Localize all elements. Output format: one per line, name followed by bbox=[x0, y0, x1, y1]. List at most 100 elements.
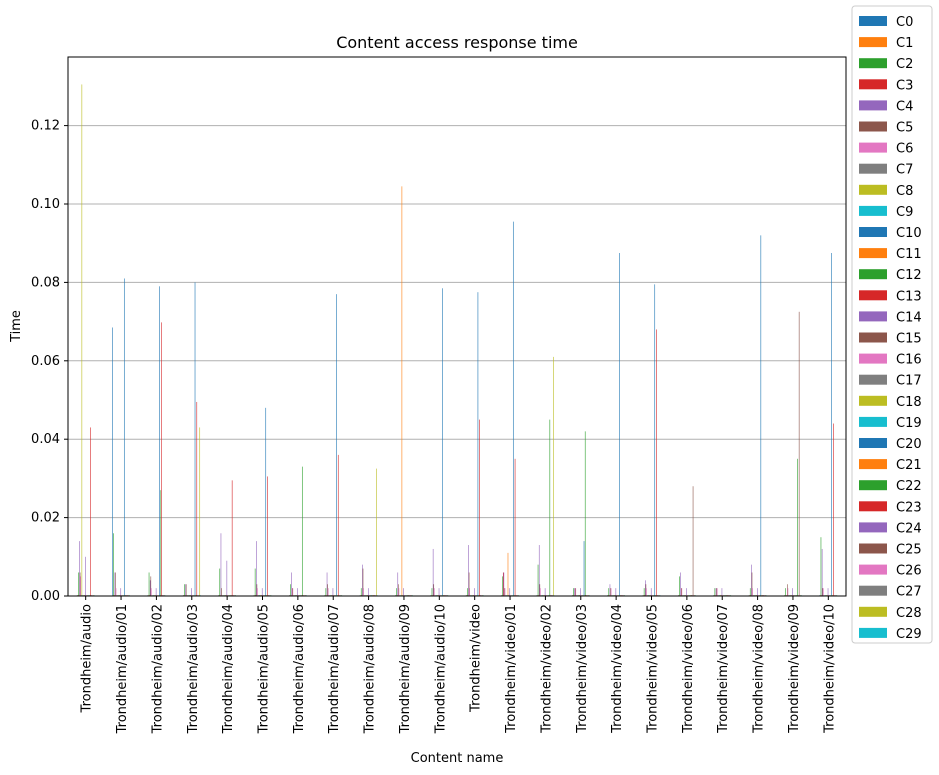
bar-C2-12 bbox=[502, 576, 503, 596]
bar-C6-11 bbox=[469, 588, 470, 596]
x-tick-label: Trondheim/video/04 bbox=[610, 604, 625, 734]
y-tick-label: 0.06 bbox=[31, 354, 60, 369]
bar-C20-16 bbox=[654, 284, 656, 596]
bar-C14-20 bbox=[792, 588, 793, 596]
y-tick-label: 0.02 bbox=[31, 511, 60, 526]
bar-C2-3 bbox=[184, 584, 185, 596]
bar-C2-11 bbox=[467, 588, 468, 596]
bar-C4-16 bbox=[645, 580, 646, 596]
legend-label-C8: C8 bbox=[896, 184, 913, 199]
bar-C14-6 bbox=[297, 588, 298, 596]
bar-C2-5 bbox=[254, 568, 256, 596]
bar-C14-13 bbox=[544, 588, 546, 596]
legend-swatch-C9 bbox=[859, 205, 887, 216]
y-tick-label: 0.00 bbox=[31, 589, 60, 604]
y-tick-label: 0.12 bbox=[31, 119, 60, 134]
legend-label-C7: C7 bbox=[896, 163, 913, 178]
bar-C6-5 bbox=[257, 588, 258, 596]
x-tick-label: Trondheim/audio/04 bbox=[221, 604, 236, 734]
bar-C14-21 bbox=[827, 588, 829, 596]
bar-C6-7 bbox=[327, 588, 329, 596]
bar-C8-0 bbox=[81, 84, 83, 596]
bar-C23-2 bbox=[161, 322, 162, 596]
legend-label-C23: C23 bbox=[896, 500, 922, 515]
bar-C5-8 bbox=[362, 568, 364, 596]
bar-C5-18 bbox=[716, 588, 717, 596]
plot-frame bbox=[67, 56, 847, 597]
legend-swatch-C14 bbox=[859, 311, 887, 322]
bar-C5-2 bbox=[150, 576, 152, 596]
legend-swatch-C0 bbox=[859, 16, 887, 26]
bar-C14-17 bbox=[686, 588, 687, 596]
legend-label-C24: C24 bbox=[896, 521, 922, 536]
bar-C4-0 bbox=[79, 541, 80, 596]
bar-C2-6 bbox=[290, 584, 291, 596]
legend-swatch-C23 bbox=[859, 501, 887, 512]
legend-label-C6: C6 bbox=[896, 142, 913, 157]
x-tick-label: Trondheim/video/03 bbox=[575, 604, 590, 734]
legend-label-C11: C11 bbox=[896, 247, 922, 262]
bar-C11-12 bbox=[507, 552, 509, 596]
bar-C4-12 bbox=[503, 572, 505, 596]
legend-swatch-C2 bbox=[859, 58, 887, 69]
legend-label-C19: C19 bbox=[896, 416, 922, 431]
bar-C5-13 bbox=[539, 584, 541, 596]
legend-label-C26: C26 bbox=[896, 564, 922, 579]
bar-C5-15 bbox=[610, 588, 611, 596]
bar-C2-18 bbox=[714, 588, 716, 596]
bar-C6-8 bbox=[363, 588, 364, 596]
legend-swatch-C6 bbox=[859, 142, 887, 153]
bar-C4-13 bbox=[538, 545, 540, 596]
legend-label-C14: C14 bbox=[896, 310, 922, 325]
bar-C4-11 bbox=[468, 545, 469, 596]
legend-swatch-C20 bbox=[859, 438, 887, 448]
bar-C20-11 bbox=[477, 292, 479, 596]
bar-C28-3 bbox=[199, 427, 201, 596]
bar-C6-16 bbox=[646, 588, 647, 596]
bar-C6-14 bbox=[575, 588, 577, 596]
x-tick-label: Trondheim/audio/09 bbox=[398, 604, 413, 734]
x-tick-label: Trondheim/video bbox=[469, 604, 484, 713]
bar-C23-5 bbox=[267, 476, 268, 596]
bar-C5-0 bbox=[79, 572, 81, 596]
bar-C22-20 bbox=[797, 458, 798, 596]
bar-C4-17 bbox=[680, 572, 681, 596]
legend-swatch-C29 bbox=[859, 627, 887, 638]
bar-C6-10 bbox=[434, 588, 435, 596]
legend-swatch-C16 bbox=[859, 353, 887, 364]
bar-C5-16 bbox=[645, 584, 647, 596]
bar-C14-1 bbox=[120, 588, 122, 596]
bar-C5-5 bbox=[256, 584, 258, 596]
x-tick-label: Trondheim/audio/07 bbox=[327, 604, 342, 734]
y-tick-label: 0.04 bbox=[31, 432, 60, 447]
bar-C4-3 bbox=[185, 584, 186, 596]
bar-C4-6 bbox=[291, 572, 292, 596]
legend-label-C25: C25 bbox=[896, 543, 922, 558]
bar-C20-10 bbox=[442, 288, 443, 596]
x-tick-label: Trondheim/video/07 bbox=[716, 604, 731, 734]
legend-label-C16: C16 bbox=[896, 353, 922, 368]
bar-C22-13 bbox=[549, 419, 551, 596]
bar-C5-4 bbox=[221, 588, 222, 596]
bar-C23-21 bbox=[833, 423, 834, 596]
legend-swatch-C17 bbox=[859, 374, 887, 385]
x-tick-label: Trondheim/audio/03 bbox=[186, 604, 201, 734]
legend-label-C20: C20 bbox=[896, 437, 922, 452]
chart-title: Content access response time bbox=[336, 33, 578, 52]
bar-C14-10 bbox=[438, 588, 440, 596]
x-tick-label: Trondheim/audio/06 bbox=[292, 604, 307, 734]
grid-lines bbox=[68, 125, 846, 519]
bar-C6-18 bbox=[716, 588, 718, 596]
bar-C20-19 bbox=[760, 235, 762, 597]
bar-C22-2 bbox=[160, 490, 162, 596]
bar-C5-10 bbox=[433, 584, 435, 596]
bar-C4-4 bbox=[220, 533, 222, 596]
bar-C4-19 bbox=[751, 564, 752, 596]
legend-swatch-C1 bbox=[859, 37, 887, 48]
bar-C22-6 bbox=[301, 466, 303, 596]
legend-label-C9: C9 bbox=[896, 205, 913, 220]
bar-C2-8 bbox=[360, 588, 362, 596]
bar-C4-5 bbox=[256, 541, 257, 596]
